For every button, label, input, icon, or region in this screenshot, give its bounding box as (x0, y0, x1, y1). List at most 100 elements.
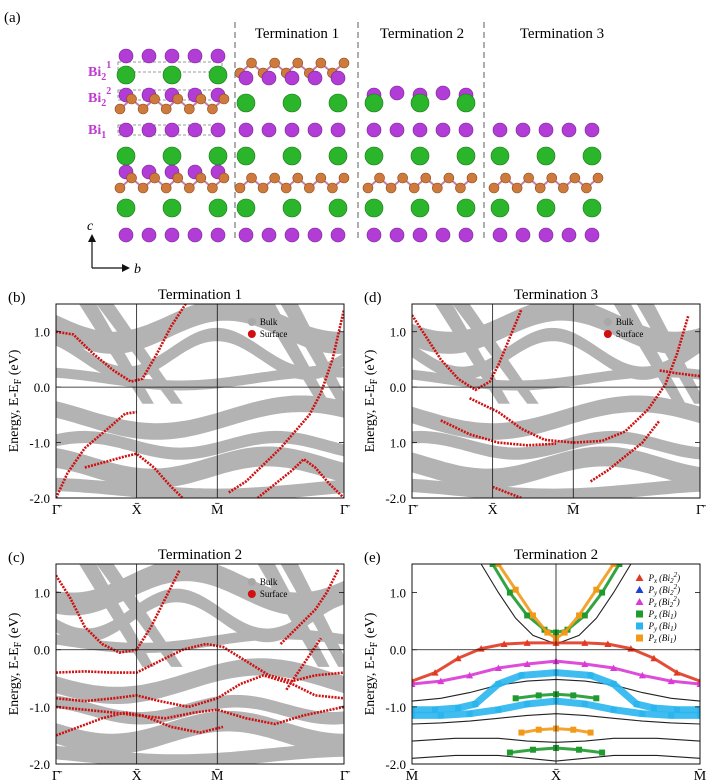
legend-p-sub: y (653, 589, 658, 597)
legend-p: P (648, 597, 655, 607)
cu-atom (420, 172, 432, 184)
layer-label-sub: 2 (101, 72, 106, 83)
bi-atom (261, 122, 277, 138)
layer-label-bi2-2: Bi22 (88, 86, 111, 109)
y-axis-label: Energy, E-EF (eV) (363, 349, 380, 452)
cu-atom (569, 172, 581, 184)
orbital-marker-square (639, 710, 646, 717)
legend-atom-sub: 1 (670, 625, 674, 633)
green-atom (162, 146, 182, 166)
cu-atom (315, 57, 327, 69)
cu-atom (126, 172, 137, 184)
termination-3-label: Termination 3 (520, 26, 604, 42)
bi-atom (118, 48, 134, 64)
bulk-cone (280, 304, 344, 404)
panel-title: Termination 3 (514, 287, 598, 303)
orbital-marker-square (587, 729, 594, 736)
legend-bulk-label: Bulk (260, 577, 278, 587)
orbital-marker-square (437, 712, 444, 719)
cu-atom (408, 182, 420, 194)
ytick-label: -1.0 (29, 700, 50, 715)
y-axis-label: Energy, E-EF (eV) (363, 612, 380, 715)
bi-atom (261, 227, 277, 243)
orbital-marker-square (593, 586, 600, 593)
orbital-marker-square (570, 726, 577, 733)
orbital-marker-triangle (667, 677, 675, 685)
orbital-marker-triangle (523, 660, 531, 667)
cu-atom (257, 182, 269, 194)
panel-title: Termination 2 (158, 547, 242, 563)
orbital-marker-square (495, 706, 502, 713)
legend-atom: (Bi (659, 597, 670, 607)
legend-atom: (Bi (659, 573, 670, 583)
plot-area (56, 304, 344, 498)
legend-p: P (648, 573, 655, 583)
legend-atom-sup: 2 (674, 583, 678, 591)
green-atom (490, 198, 510, 218)
bi-atom (366, 122, 382, 138)
cu-atom (338, 57, 350, 69)
cu-atom (126, 93, 137, 105)
legend-orbital-label: Py (Bi1) (648, 621, 677, 633)
bi-atom (389, 122, 405, 138)
orbital-marker-triangle (638, 671, 646, 679)
surface-band (285, 637, 323, 691)
bi-atom (435, 85, 451, 101)
legend-atom-end: ) (676, 573, 680, 583)
orbital-marker-square (599, 749, 606, 756)
bi-atom (435, 122, 451, 138)
bulk-cone (257, 564, 330, 667)
orbital-marker-square (512, 586, 519, 593)
orbital-marker-square (544, 629, 551, 636)
ytick-label: 0.0 (34, 380, 50, 395)
layer-label-bi2-1: Bi21 (88, 60, 111, 83)
cu-atom (184, 103, 195, 115)
cu-atom (160, 182, 172, 194)
bi-atom (330, 227, 346, 243)
cu-atom (114, 182, 126, 194)
ylabel-main: Energy, E-E (363, 384, 378, 452)
bulk-band (56, 367, 344, 391)
panel-c-band-structure: (c) Termination 2 Γ̄ X̄ M̄ Γ̄ 1.0 0.0 -1.0 -2.0 En… (7, 547, 351, 781)
kpoint-label: X̄ (488, 502, 498, 518)
legend-surface-label: Surface (616, 329, 643, 339)
legend-p: P (648, 633, 655, 643)
orbital-marker-square (506, 589, 513, 596)
bi-atom (141, 122, 157, 138)
bi-atom (435, 227, 451, 243)
green-atom (364, 198, 384, 218)
orbital-marker-triangle (523, 639, 531, 646)
legend-atom-sub: 2 (670, 577, 674, 585)
green-atom (410, 146, 430, 166)
layer-label-sup: 2 (106, 86, 111, 97)
kpoint-label: Γ̄ (408, 503, 419, 518)
panel-e-orbital-projection: (e) Termination 2 M̄ X̄ M̄ 1.0 0.0 -1.0 -2.0 Ener… (363, 547, 706, 781)
layer-labels: Bi21 Bi22 Bi1 (88, 60, 111, 141)
bulk-bands (412, 304, 700, 498)
legend-surface-marker (603, 330, 612, 338)
cu-atom (195, 93, 207, 105)
legend-atom-sup: 2 (673, 595, 677, 603)
cu-atom (246, 172, 257, 184)
legend-bulk-label: Bulk (616, 317, 634, 327)
legend-surface-label: Surface (260, 329, 287, 339)
orbital-marker-square (673, 706, 680, 713)
legend-atom: (Bi (659, 633, 670, 643)
c-axis-label: c (87, 219, 94, 234)
bulk-cone (280, 564, 344, 667)
bi-atom (389, 85, 405, 101)
orbital-marker-square (529, 746, 536, 753)
kpoint-label: Γ̄ (340, 503, 351, 518)
cu-atom (137, 103, 149, 115)
bi-atom (492, 122, 508, 138)
orbital-marker-square (495, 564, 502, 567)
layer-label-sub: 2 (101, 98, 106, 109)
legend-p: P (648, 621, 655, 631)
surface-band (56, 674, 344, 709)
bulk-band (412, 430, 700, 460)
kpoint-label: M̄ (567, 502, 580, 518)
kpoint-label: Γ̄ (52, 769, 63, 781)
bulk-band (56, 588, 344, 643)
bi-atom (458, 122, 474, 138)
